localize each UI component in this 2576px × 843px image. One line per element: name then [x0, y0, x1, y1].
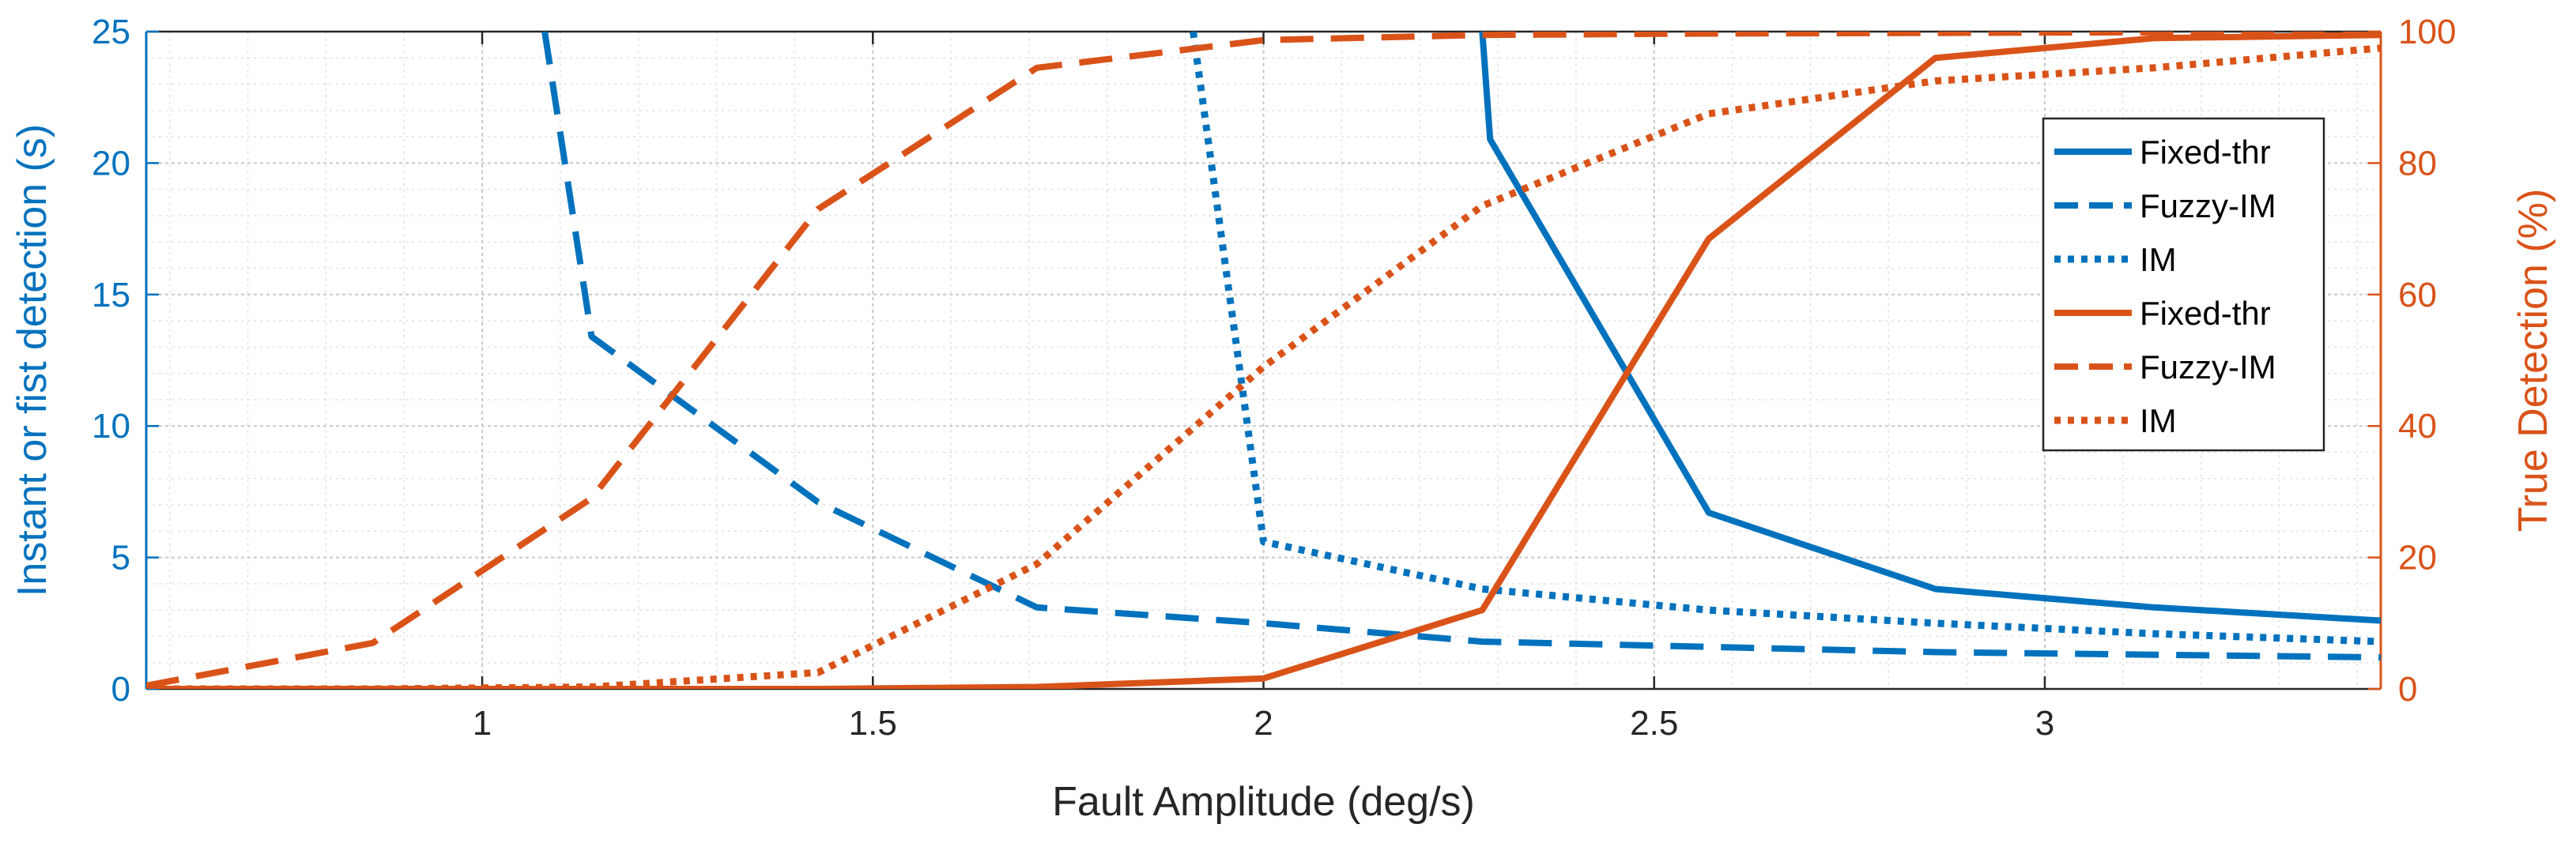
legend-label: IM [2140, 402, 2177, 439]
left-y-tick-label: 20 [92, 144, 130, 183]
series-line-right-dotted [146, 44, 2381, 689]
x-tick-label: 2.5 [1630, 704, 1678, 743]
series-line-right-solid [146, 32, 2381, 689]
legend-label: Fuzzy-IM [2140, 348, 2276, 386]
series-line-right-dashed [146, 32, 2381, 689]
x-tick-label: 1 [473, 704, 492, 743]
x-tick-label: 1.5 [849, 704, 897, 743]
series-line-left-dotted [1190, 32, 2381, 645]
legend-box [2042, 117, 2325, 452]
left-y-tick-label: 0 [111, 670, 130, 709]
legend-label: Fuzzy-IM [2140, 187, 2276, 224]
right-y-tick-label: 80 [2398, 144, 2437, 183]
series-line-left-dashed [541, 32, 2381, 661]
left-y-tick-label: 25 [92, 13, 130, 51]
series-line-left-solid [1479, 32, 2381, 624]
left-y-tick-label: 10 [92, 407, 130, 446]
right-y-tick-label: 20 [2398, 539, 2437, 578]
left-y-tick-label: 5 [111, 539, 130, 578]
legend-label: IM [2140, 241, 2177, 278]
right-y-tick-label: 40 [2398, 407, 2437, 446]
legend-label: Fixed-thr [2140, 134, 2271, 171]
right-y-tick-label: 60 [2398, 276, 2437, 314]
x-axis-label: Fault Amplitude (deg/s) [1052, 779, 1475, 825]
x-tick-label: 3 [2035, 704, 2054, 743]
left-y-axis-label: Instant or fist detection (s) [9, 124, 55, 596]
left-y-tick-label: 15 [92, 276, 130, 314]
right-y-tick-label: 0 [2398, 670, 2417, 709]
legend-label: Fixed-thr [2140, 295, 2271, 332]
right-y-axis-label: True Detection (%) [2510, 189, 2556, 532]
right-y-tick-label: 100 [2398, 13, 2456, 51]
x-tick-label: 2 [1254, 704, 1273, 743]
